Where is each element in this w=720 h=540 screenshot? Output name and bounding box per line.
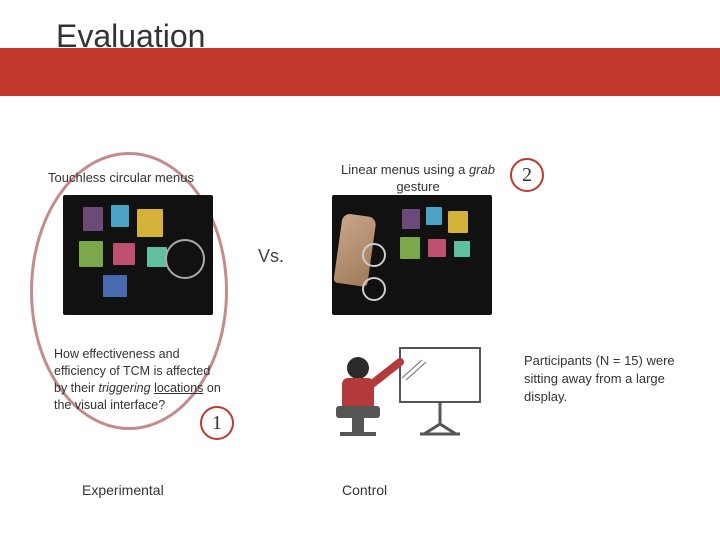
- tile-icon: [426, 207, 442, 225]
- header-band: [0, 48, 720, 96]
- tile-icon: [137, 209, 163, 237]
- slide: Evaluation Touchless circular menus Line…: [0, 0, 720, 540]
- right-label-italic: grab: [469, 162, 495, 177]
- tile-icon: [79, 241, 103, 267]
- tile-icon: [448, 211, 468, 233]
- research-question: How effectiveness and efficiency of TCM …: [54, 346, 224, 414]
- caption-control: Control: [342, 482, 387, 498]
- tile-icon: [147, 247, 167, 267]
- badge-1: 1: [200, 406, 234, 440]
- tile-icon: [400, 237, 420, 259]
- right-label-part-c: gesture: [396, 179, 439, 194]
- tile-icon: [111, 205, 129, 227]
- tile-icon: [103, 275, 127, 297]
- badge-2: 2: [510, 158, 544, 192]
- caption-experimental: Experimental: [82, 482, 164, 498]
- participant-figure: [302, 340, 492, 450]
- ring-icon: [165, 239, 205, 279]
- ring-icon: [362, 243, 386, 267]
- right-label-part-a: Linear menus using a: [341, 162, 469, 177]
- vs-label: Vs.: [258, 246, 284, 267]
- page-title: Evaluation: [56, 18, 205, 55]
- tile-icon: [428, 239, 446, 257]
- question-italic: triggering: [98, 381, 154, 395]
- right-thumb-label: Linear menus using a grab gesture: [328, 162, 508, 196]
- ring-icon: [362, 277, 386, 301]
- left-thumb-label: Touchless circular menus: [48, 170, 194, 185]
- thumbnail-right: [332, 195, 492, 315]
- tile-icon: [454, 241, 470, 257]
- question-underline: locations: [154, 381, 203, 395]
- participant-svg-icon: [302, 340, 492, 450]
- tile-icon: [83, 207, 103, 231]
- tile-icon: [402, 209, 420, 229]
- tile-icon: [113, 243, 135, 265]
- participant-text: Participants (N = 15) were sitting away …: [524, 352, 704, 407]
- thumbnail-left: [63, 195, 213, 315]
